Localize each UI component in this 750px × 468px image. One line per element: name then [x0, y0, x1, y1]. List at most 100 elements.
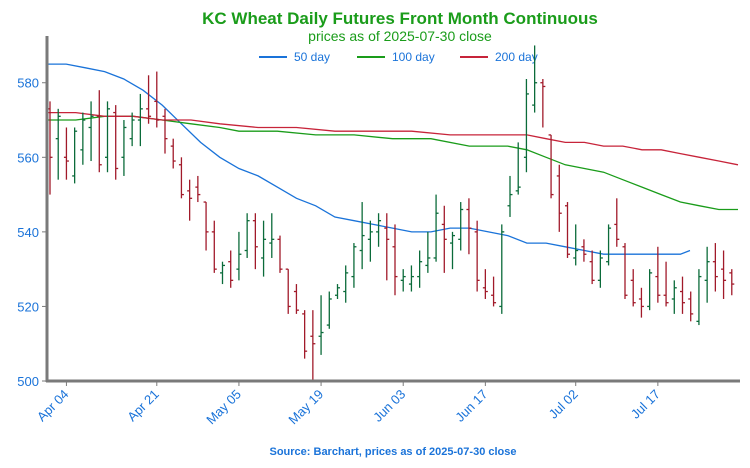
x-tick-label: Apr 04	[34, 387, 72, 425]
y-tick-label: 540	[17, 225, 39, 240]
ohlc-bar	[622, 243, 628, 299]
ohlc-bar	[154, 71, 160, 128]
y-tick-label: 500	[17, 374, 39, 389]
y-axis: 500 520 540 560 580	[17, 36, 49, 389]
ohlc-bar	[187, 179, 193, 221]
moving-average-lines	[47, 63, 739, 255]
ohlc-bar	[704, 246, 710, 303]
ohlc-bar	[573, 224, 579, 266]
ohlc-bar	[80, 112, 86, 165]
ohlc-bar	[712, 243, 718, 292]
ma-line-1	[47, 115, 738, 211]
legend: 50 day 100 day 200 day	[259, 50, 538, 64]
ohlc-bar	[688, 291, 694, 322]
ohlc-bar	[244, 213, 250, 258]
ohlc-bar	[589, 250, 595, 285]
ohlc-bar	[220, 261, 225, 285]
ohlc-bar	[129, 112, 135, 147]
ohlc-bar	[466, 198, 472, 255]
ohlc-bar	[565, 202, 570, 258]
ohlc-bar	[647, 269, 653, 311]
ohlc-bar	[170, 138, 176, 169]
x-tick-label: Jul 17	[628, 387, 663, 422]
ohlc-bar	[400, 269, 406, 292]
x-tick-label: May 05	[203, 387, 244, 428]
source-note: Source: Barchart, prices as of 2025-07-3…	[269, 446, 516, 458]
ohlc-bar	[310, 310, 316, 381]
ohlc-bar	[367, 220, 373, 262]
ohlc-bar	[302, 310, 308, 359]
ohlc-bar	[532, 45, 538, 113]
ohlc-bar	[146, 75, 152, 124]
ohlc-bar	[680, 276, 685, 314]
ohlc-bar	[277, 235, 283, 273]
ohlc-bar	[671, 280, 677, 314]
y-tick-label: 520	[17, 299, 39, 314]
legend-label: 200 day	[495, 50, 538, 64]
ohlc-bar	[433, 194, 439, 262]
legend-label: 50 day	[294, 50, 330, 64]
ohlc-bar	[351, 243, 357, 288]
ohlc-bar	[499, 224, 505, 314]
ohlc-bar	[63, 127, 69, 180]
ohlc-bar	[729, 269, 735, 296]
ohlc-bar	[556, 164, 562, 232]
x-tick-label: Apr 21	[124, 387, 162, 425]
ohlc-bar	[326, 291, 332, 329]
ohlc-bar	[72, 127, 78, 184]
y-tick-label: 580	[17, 76, 39, 91]
ohlc-bar	[614, 198, 620, 247]
x-tick-label: Jul 02	[546, 387, 581, 422]
ohlc-bar	[515, 142, 521, 195]
ohlc-bar	[408, 265, 414, 292]
ohlc-bar	[630, 269, 636, 307]
ohlc-bar	[318, 295, 324, 355]
ohlc-bar	[384, 213, 390, 281]
x-tick-label: Jun 03	[370, 387, 408, 425]
ohlc-bar	[228, 250, 234, 288]
ohlc-bar	[507, 175, 513, 217]
ohlc-bar	[211, 220, 217, 273]
ohlc-bar	[491, 276, 497, 307]
ohlc-bar	[606, 224, 612, 266]
legend-label: 100 day	[392, 50, 435, 64]
ohlc-bar	[696, 269, 702, 326]
ohlc-bars	[47, 45, 735, 381]
ohlc-bar	[261, 220, 267, 277]
ohlc-bar	[203, 201, 209, 251]
ohlc-bar	[293, 284, 299, 314]
ohlc-bar	[638, 287, 644, 318]
ohlc-bar	[548, 134, 554, 199]
ohlc-bar	[721, 250, 727, 299]
ohlc-bar	[113, 105, 119, 180]
ohlc-bar	[441, 205, 447, 273]
ohlc-bar	[55, 108, 61, 180]
ohlc-bar	[269, 213, 275, 258]
ohlc-bar	[376, 213, 382, 247]
x-tick-label: Jun 17	[452, 387, 490, 425]
ohlc-bar	[359, 202, 365, 270]
ohlc-bar	[162, 108, 168, 154]
x-axis: Apr 04 Apr 21 May 05 May 19 Jun 03 Jun 17 Jul …	[34, 379, 740, 428]
ohlc-bar	[540, 79, 546, 128]
x-tick-label: May 19	[285, 387, 326, 428]
ohlc-bar	[335, 284, 340, 299]
chart-title: KC Wheat Daily Futures Front Month Conti…	[202, 9, 598, 28]
ohlc-bar	[458, 202, 464, 251]
ohlc-bar	[597, 250, 603, 288]
ohlc-bar	[425, 231, 431, 273]
ohlc-bar	[252, 213, 258, 270]
ohlc-bar	[105, 101, 110, 173]
y-tick-label: 560	[17, 150, 39, 165]
ohlc-bar	[343, 265, 349, 303]
ohlc-bar	[236, 231, 242, 281]
ohlc-bar	[474, 220, 480, 292]
ohlc-bar	[417, 250, 423, 288]
ohlc-bar	[482, 269, 488, 299]
ohlc-bar	[392, 224, 398, 296]
ohlc-bar	[655, 246, 661, 303]
ohlc-bar	[88, 101, 94, 162]
ohlc-bar	[450, 231, 455, 270]
ohlc-bar	[137, 93, 143, 147]
